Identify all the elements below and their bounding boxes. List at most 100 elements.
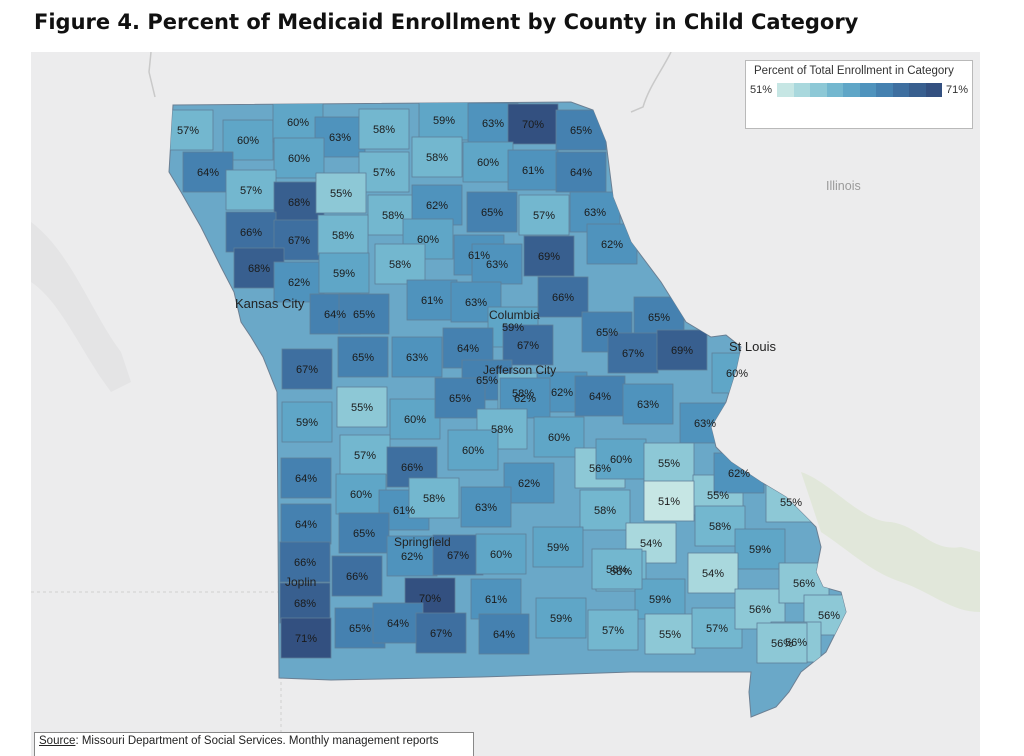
county-value-label: 65% [481,207,503,219]
county-region[interactable] [415,612,467,654]
figure-title: Figure 4. Percent of Medicaid Enrollment… [34,10,859,34]
county-region[interactable] [408,477,460,519]
county-region[interactable] [335,473,387,515]
county-region[interactable] [338,293,390,335]
county-region[interactable] [687,552,739,594]
county-region[interactable] [462,141,514,183]
county-region[interactable] [406,279,458,321]
county-region[interactable] [475,533,527,575]
county-region[interactable] [470,578,522,620]
county-value-label: 58% [610,566,632,578]
county-region[interactable] [537,276,589,318]
county-region[interactable] [358,108,410,150]
county-region[interactable] [579,489,631,531]
county-region[interactable] [523,235,575,277]
county-value-label: 60% [417,234,439,246]
county-region[interactable] [279,582,331,624]
county-region[interactable] [532,526,584,568]
county-region[interactable] [587,609,639,651]
county-region[interactable] [225,211,277,253]
county-region[interactable] [507,103,559,145]
county-region[interactable] [372,602,424,644]
county-value-label: 63% [486,259,508,271]
county-region[interactable] [318,252,370,294]
county-region[interactable] [555,151,607,193]
county-region[interactable] [280,503,332,545]
county-region[interactable] [386,535,438,577]
county-value-label: 58% [606,564,628,576]
county-region[interactable] [280,617,332,659]
county-region[interactable] [756,622,808,664]
county-value-label: 64% [493,629,515,641]
county-region[interactable] [281,348,333,390]
county-value-label: 56% [785,637,807,649]
county-region[interactable] [622,383,674,425]
county-region[interactable] [225,169,277,211]
county-value-label: 60% [462,445,484,457]
county-region[interactable] [734,528,786,570]
county-region[interactable] [331,555,383,597]
county-value-label: 69% [538,251,560,263]
city-label-joplin: Joplin [285,575,316,589]
county-region[interactable] [389,398,441,440]
county-region[interactable] [411,136,463,178]
legend-max-label: 71% [945,84,968,96]
county-region[interactable] [447,429,499,471]
county-region[interactable] [339,434,391,476]
terrain-patch [31,222,131,392]
county-region[interactable] [502,324,554,366]
county-value-label: 59% [649,594,671,606]
county-region[interactable] [466,191,518,233]
county-region[interactable] [411,184,463,226]
county-region[interactable] [644,613,696,655]
county-region[interactable] [182,151,234,193]
county-region[interactable] [273,137,325,179]
county-region[interactable] [337,336,389,378]
county-region[interactable] [691,607,743,649]
county-value-label: 62% [728,468,750,480]
county-value-label: 58% [373,124,395,136]
county-region[interactable] [643,480,695,522]
county-region[interactable] [656,329,708,371]
county-region[interactable] [317,214,369,256]
county-region[interactable] [518,194,570,236]
county-region[interactable] [281,401,333,443]
legend-swatch [892,83,909,97]
county-region[interactable] [374,243,426,285]
county-region[interactable] [503,462,555,504]
county-region[interactable] [595,438,647,480]
county-region[interactable] [432,534,484,576]
county-region[interactable] [591,548,643,590]
county-region[interactable] [535,597,587,639]
county-region[interactable] [279,541,331,583]
county-region[interactable] [507,149,559,191]
county-region[interactable] [434,377,486,419]
county-region[interactable] [607,332,659,374]
county-region[interactable] [163,109,214,151]
county-region[interactable] [336,386,388,428]
county-region[interactable] [460,486,512,528]
county-value-label: 58% [594,505,616,517]
county-region[interactable] [358,151,410,193]
county-value-label: 59% [550,613,572,625]
county-region[interactable] [478,613,530,655]
county-value-label: 63% [329,132,351,144]
county-region[interactable] [280,457,332,499]
map-panel[interactable]: 57% 60% 60% 63% 58% 59% 63% 70% 65% 64% 60% 57% 58% 6… [31,52,980,756]
county-region[interactable] [315,172,367,214]
county-value-label: 57% [177,125,199,137]
county-region[interactable] [471,243,523,285]
color-legend: Percent of Total Enrollment in Category … [745,60,973,129]
county-region[interactable] [643,442,695,484]
county-region[interactable] [391,336,443,378]
county-value-label: 61% [522,165,544,177]
county-value-label: 63% [584,207,606,219]
county-value-label: 63% [475,502,497,514]
county-region[interactable] [634,578,686,620]
county-region[interactable] [418,100,470,141]
county-value-label: 57% [373,167,395,179]
county-value-label: 64% [295,519,317,531]
county-value-label: 59% [749,544,771,556]
county-value-label: 66% [346,571,368,583]
county-region[interactable] [338,512,390,554]
